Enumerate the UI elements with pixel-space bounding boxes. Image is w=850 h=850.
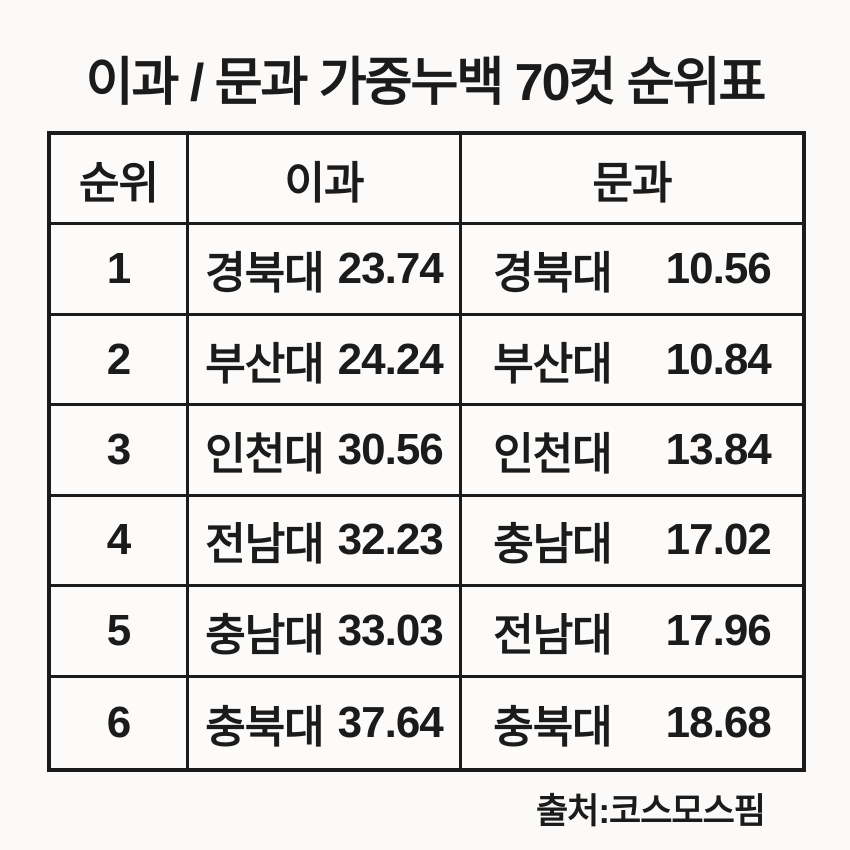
cutoff-value: 30.56 xyxy=(337,424,444,474)
rank-cell: 5 xyxy=(51,587,189,678)
column-header-rank: 순위 xyxy=(51,135,189,226)
source-caption: 출처:코스모스핌 xyxy=(535,792,766,831)
column-header-liberal-arts: 문과 xyxy=(462,135,802,226)
liberal-arts-cell: 인천대 13.84 xyxy=(462,406,802,497)
university-name: 인천대 xyxy=(205,429,324,479)
rank-cell: 1 xyxy=(51,225,189,316)
cutoff-value: 13.84 xyxy=(665,424,772,474)
liberal-arts-cell: 전남대 17.96 xyxy=(462,587,802,678)
cutoff-value: 17.02 xyxy=(665,515,772,565)
science-cell: 충남대 33.03 xyxy=(189,587,462,678)
science-cell: 경북대 23.74 xyxy=(189,225,462,316)
science-cell: 전남대 32.23 xyxy=(189,496,462,588)
rank-cell: 3 xyxy=(51,406,189,497)
university-name: 경북대 xyxy=(205,249,324,299)
cutoff-value: 10.84 xyxy=(665,334,772,384)
cutoff-value: 18.68 xyxy=(665,697,772,747)
rank-cell: 4 xyxy=(51,496,189,588)
cutoff-value: 10.56 xyxy=(665,244,772,294)
university-name: 충남대 xyxy=(493,520,612,570)
cutoff-value: 23.74 xyxy=(337,244,444,294)
cutoff-value: 32.23 xyxy=(337,515,444,565)
rank-cell: 6 xyxy=(51,677,189,768)
science-cell: 인천대 30.56 xyxy=(189,406,462,497)
science-cell: 충북대 37.64 xyxy=(189,677,462,768)
university-name: 전남대 xyxy=(493,610,612,660)
university-name: 부산대 xyxy=(205,339,324,389)
page-title: 이과 / 문과 가중누백 70컷 순위표 xyxy=(85,54,767,112)
university-name: 부산대 xyxy=(493,339,612,389)
ranking-table: 순위 이과 문과 1 경북대 23.74 경북대 10.56 2 부산대 24.… xyxy=(47,131,806,772)
cutoff-value: 17.96 xyxy=(665,605,772,655)
rank-cell: 2 xyxy=(51,315,189,407)
university-name: 전남대 xyxy=(205,520,324,570)
liberal-arts-cell: 경북대 10.56 xyxy=(462,225,802,316)
cutoff-value: 24.24 xyxy=(337,334,444,384)
column-header-science: 이과 xyxy=(189,135,462,226)
science-cell: 부산대 24.24 xyxy=(189,315,462,407)
university-name: 충남대 xyxy=(205,610,324,660)
university-name: 경북대 xyxy=(493,249,612,299)
university-name: 인천대 xyxy=(493,429,612,479)
university-name: 충북대 xyxy=(205,702,324,752)
liberal-arts-cell: 충남대 17.02 xyxy=(462,497,802,588)
liberal-arts-cell: 충북대 18.68 xyxy=(462,678,802,768)
cutoff-value: 33.03 xyxy=(337,605,444,655)
liberal-arts-cell: 부산대 10.84 xyxy=(462,316,802,407)
cutoff-value: 37.64 xyxy=(337,697,444,747)
university-name: 충북대 xyxy=(493,702,612,752)
